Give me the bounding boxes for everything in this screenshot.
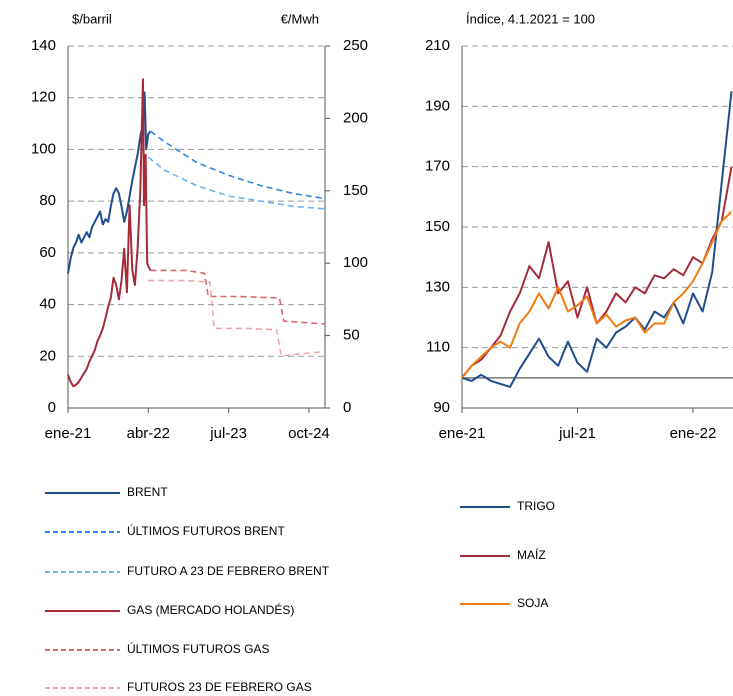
legend-label: TRIGO: [517, 499, 555, 513]
series-line: [461, 166, 733, 379]
y-tick-label: 150: [425, 218, 450, 235]
legend-label: GAS (MERCADO HOLANDÉS): [127, 602, 294, 617]
y-tick-label: 90: [433, 399, 450, 416]
y2-tick-label: 200: [343, 109, 368, 126]
y2-tick-label: 50: [343, 327, 360, 344]
x-tick-label: ene-21: [439, 425, 486, 442]
series-line: [461, 211, 733, 379]
legend-label: MAÍZ: [517, 547, 546, 562]
y-tick-label: 120: [31, 89, 56, 106]
y-axis-label: $/barril: [72, 11, 112, 26]
legend-label: ÚLTIMOS FUTUROS GAS: [127, 641, 269, 656]
y-tick-label: 20: [39, 347, 56, 364]
legend-label: FUTUROS 23 DE FEBRERO GAS: [127, 680, 312, 694]
y-tick-label: 100: [31, 140, 56, 157]
legend-label: SOJA: [517, 596, 548, 610]
series-line: [67, 78, 152, 388]
y-tick-label: 110: [426, 339, 450, 356]
series-line: [147, 156, 326, 210]
y2-axis-label: €/Mwh: [281, 11, 319, 26]
y-tick-label: 60: [39, 244, 56, 261]
legend-label: FUTURO A 23 DE FEBRERO BRENT: [127, 564, 330, 578]
legend-label: ÚLTIMOS FUTUROS BRENT: [127, 523, 285, 538]
x-tick-label: ene-21: [45, 425, 92, 442]
y-tick-label: 130: [425, 278, 450, 295]
series-line: [150, 130, 326, 200]
series-line: [461, 91, 733, 388]
x-tick-label: oct-24: [288, 425, 330, 442]
y-tick-label: 40: [39, 296, 56, 313]
x-tick-label: ene-22: [670, 425, 717, 442]
series-line: [67, 91, 152, 274]
x-tick-label: jul-23: [209, 425, 247, 442]
series-line: [150, 269, 326, 325]
x-tick-label: abr-22: [127, 425, 170, 442]
y2-tick-label: 250: [343, 37, 368, 54]
y-axis-label: Índice, 4.1.2021 = 100: [466, 11, 595, 26]
y-tick-label: 140: [31, 37, 56, 54]
y-tick-label: 210: [425, 37, 450, 54]
legend-label: BRENT: [127, 485, 168, 499]
y-tick-label: 0: [48, 399, 56, 416]
x-tick-label: jul-21: [558, 425, 596, 442]
y2-tick-label: 100: [343, 254, 368, 271]
y2-tick-label: 0: [343, 399, 351, 416]
series-line: [148, 279, 326, 357]
y-tick-label: 190: [425, 97, 450, 114]
y-tick-label: 170: [425, 158, 450, 175]
y2-tick-label: 150: [343, 182, 368, 199]
y-tick-label: 80: [39, 192, 56, 209]
